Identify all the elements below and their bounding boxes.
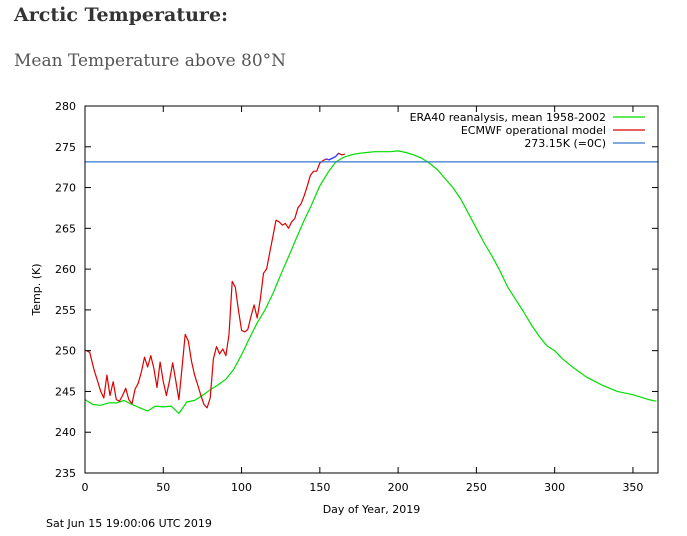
legend-label: ECMWF operational model	[461, 124, 606, 137]
x-tick-label: 350	[622, 481, 643, 494]
x-axis-label: Day of Year, 2019	[323, 503, 421, 516]
page-subheading: Mean Temperature above 80°N	[14, 51, 287, 71]
x-tick-label: 150	[309, 481, 330, 494]
era40-series-line	[85, 150, 657, 415]
y-tick-label: 280	[55, 100, 76, 113]
timestamp: Sat Jun 15 19:00:06 UTC 2019	[46, 517, 212, 530]
y-tick-label: 260	[55, 263, 76, 276]
page-heading: Arctic Temperature:	[14, 4, 229, 26]
x-tick-label: 100	[231, 481, 252, 494]
y-tick-label: 270	[55, 182, 76, 195]
y-tick-label: 255	[55, 304, 76, 317]
plot-frame	[84, 105, 659, 474]
ecmwf-series-line	[86, 152, 346, 409]
ecmwf-overlap-segment	[325, 152, 340, 161]
x-tick-label: 0	[82, 481, 89, 494]
y-tick-label: 245	[55, 385, 76, 398]
x-tick-label: 50	[156, 481, 170, 494]
x-tick-label: 250	[466, 481, 487, 494]
legend-label: ERA40 reanalysis, mean 1958-2002	[410, 111, 606, 124]
y-tick-label: 265	[55, 222, 76, 235]
series-layer	[85, 150, 658, 415]
y-tick-label: 275	[55, 141, 76, 154]
y-axis-label: Temp. (K)	[30, 263, 43, 316]
y-tick-label: 240	[55, 426, 76, 439]
y-tick-label: 235	[55, 467, 76, 480]
y-tick-label: 250	[55, 345, 76, 358]
legend-label: 273.15K (=0C)	[524, 137, 606, 150]
x-tick-label: 300	[544, 481, 565, 494]
x-tick-label: 200	[388, 481, 409, 494]
axis-layer: 0 50 100 150 200 250 300 350 235 240 245 250 255 260 2…	[55, 100, 658, 494]
